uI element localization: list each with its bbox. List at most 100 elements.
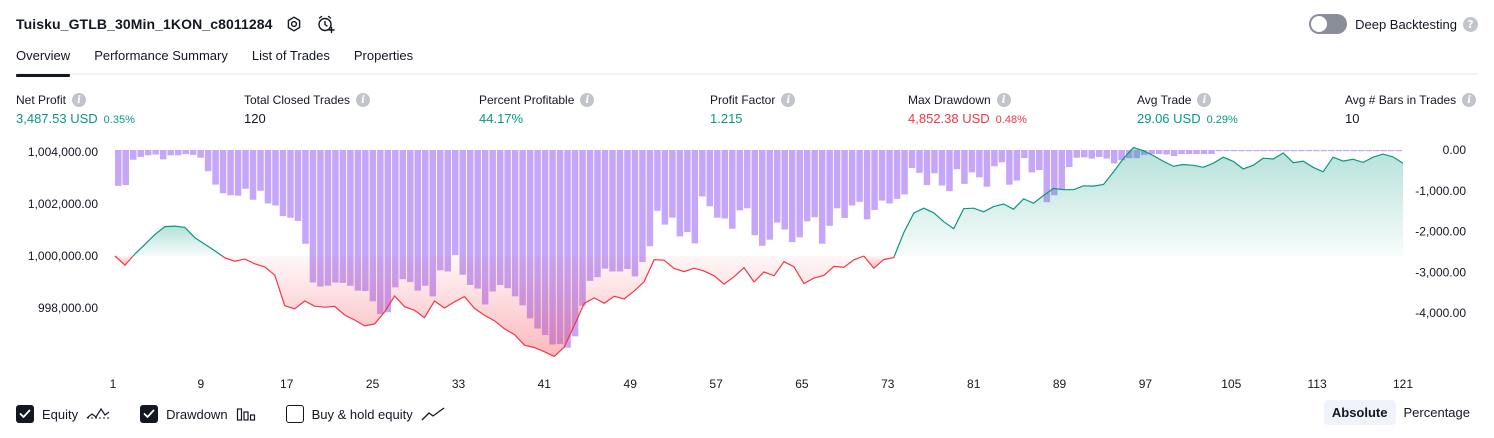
info-icon[interactable]: i bbox=[72, 93, 87, 107]
drawdown-bar bbox=[1051, 150, 1058, 196]
drawdown-bar bbox=[983, 150, 991, 187]
drawdown-bar bbox=[294, 150, 302, 221]
drawdown-bar bbox=[182, 150, 189, 155]
drawdown-bar bbox=[444, 150, 451, 272]
left-axis-tick: 998,000.00 bbox=[38, 301, 98, 315]
drawdown-bar bbox=[1013, 150, 1021, 181]
drawdown-bar bbox=[609, 150, 616, 272]
deep-backtesting-toggle[interactable] bbox=[1309, 14, 1348, 34]
drawdown-bar bbox=[1335, 150, 1343, 152]
absolute-button[interactable]: Absolute bbox=[1323, 400, 1396, 425]
drawdown-bar bbox=[1081, 150, 1088, 158]
stat-percent-profitable: Percent Profitable i 44.17% bbox=[479, 93, 595, 126]
equity-area-negative bbox=[222, 256, 864, 357]
drawdown-bar bbox=[1305, 150, 1313, 152]
add-alert-icon[interactable] bbox=[315, 13, 337, 35]
drawdown-bar bbox=[818, 150, 826, 244]
drawdown-bar bbox=[324, 150, 332, 286]
drawdown-bar bbox=[1103, 150, 1110, 159]
drawdown-bar bbox=[1155, 150, 1163, 155]
drawdown-bar bbox=[1380, 150, 1388, 152]
drawdown-bar bbox=[796, 150, 803, 238]
drawdown-bar bbox=[369, 150, 377, 302]
drawdown-bar bbox=[841, 150, 848, 219]
right-axis-tick: 0.00 bbox=[1443, 143, 1467, 157]
drawdown-bar bbox=[639, 150, 646, 263]
drawdown-bar bbox=[661, 150, 669, 225]
drawdown-bar bbox=[317, 150, 324, 287]
help-icon[interactable]: ? bbox=[1463, 16, 1478, 32]
drawdown-bar bbox=[1283, 150, 1290, 152]
drawdown-bar bbox=[137, 150, 144, 157]
drawdown-bar bbox=[706, 150, 714, 207]
settings-icon[interactable] bbox=[283, 13, 305, 35]
drawdown-bar bbox=[339, 150, 347, 283]
equity-checkbox[interactable] bbox=[16, 405, 34, 423]
drawdown-bar bbox=[729, 150, 736, 229]
drawdown-bar bbox=[459, 150, 466, 275]
drawdown-bar bbox=[961, 150, 968, 184]
info-icon[interactable]: i bbox=[580, 93, 595, 107]
drawdown-bar bbox=[908, 150, 916, 168]
drawdown-bar bbox=[519, 150, 526, 306]
drawdown-bar bbox=[1350, 150, 1358, 152]
drawdown-bar bbox=[916, 150, 923, 173]
drawdown-bar bbox=[901, 150, 908, 195]
drawdown-bar bbox=[1088, 150, 1095, 159]
percentage-button[interactable]: Percentage bbox=[1403, 405, 1471, 420]
x-axis-tick: 1 bbox=[110, 377, 117, 391]
drawdown-bar bbox=[1148, 150, 1155, 155]
drawdown-bar bbox=[1043, 150, 1051, 203]
drawdown-bar bbox=[946, 150, 953, 192]
drawdown-bar bbox=[1208, 150, 1215, 155]
drawdown-bar bbox=[115, 150, 122, 186]
drawdown-bar bbox=[242, 150, 249, 189]
drawdown-checkbox[interactable] bbox=[140, 405, 159, 423]
legend-buy-hold[interactable]: Buy & hold equity bbox=[285, 405, 445, 423]
drawdown-bar bbox=[736, 150, 744, 211]
drawdown-bar bbox=[1290, 150, 1298, 152]
info-icon[interactable]: i bbox=[356, 93, 371, 107]
drawdown-bar bbox=[1178, 150, 1185, 155]
drawdown-bar bbox=[751, 150, 758, 236]
right-axis-tick: -2,000.00 bbox=[1415, 225, 1466, 239]
equity-area-positive bbox=[133, 226, 223, 256]
tab-list-of-trades[interactable]: List of Trades bbox=[251, 48, 330, 63]
stat-label: Avg # Bars in Trades bbox=[1345, 93, 1457, 107]
legend-label: Equity bbox=[42, 406, 79, 422]
equity-drawdown-chart[interactable]: 1,004,000.00 1,002,000.00 1,000,000.00 998,… bbox=[0, 140, 1494, 396]
drawdown-bar bbox=[309, 150, 317, 283]
tab-performance-summary[interactable]: Performance Summary bbox=[94, 48, 228, 63]
x-axis-tick: 9 bbox=[198, 377, 205, 391]
info-icon[interactable]: i bbox=[1197, 93, 1212, 107]
drawdown-bar bbox=[496, 150, 504, 285]
info-icon[interactable]: i bbox=[1462, 93, 1477, 107]
info-icon[interactable]: i bbox=[781, 93, 796, 107]
x-axis-tick: 17 bbox=[280, 377, 294, 391]
drawdown-bar bbox=[332, 150, 339, 283]
tab-overview[interactable]: Overview bbox=[16, 42, 71, 77]
drawdown-bar bbox=[646, 150, 654, 247]
equity-line-negative bbox=[114, 255, 134, 266]
drawdown-bar bbox=[1230, 150, 1238, 152]
drawdown-bar bbox=[586, 150, 594, 281]
drawdown-bar bbox=[279, 150, 287, 217]
drawdown-bar bbox=[167, 150, 174, 156]
drawdown-bar bbox=[878, 150, 886, 201]
equity-series bbox=[114, 146, 1404, 358]
legend-drawdown[interactable]: Drawdown bbox=[140, 405, 255, 423]
equity-line-negative bbox=[221, 255, 865, 358]
info-icon[interactable]: i bbox=[996, 93, 1011, 107]
buy-hold-checkbox[interactable] bbox=[285, 405, 304, 423]
drawdown-bar bbox=[549, 150, 556, 345]
drawdown-bar bbox=[204, 150, 212, 172]
stat-max-drawdown: Max Drawdown i 4,852.38 USD 0.48% bbox=[908, 93, 1027, 126]
drawdown-bar bbox=[1028, 150, 1036, 173]
drawdown-bar bbox=[1253, 150, 1260, 152]
drawdown-bar bbox=[721, 150, 729, 219]
legend-equity[interactable]: Equity bbox=[16, 405, 110, 423]
drawdown-bar bbox=[212, 150, 219, 185]
drawdown-bar bbox=[1200, 150, 1208, 155]
tab-properties[interactable]: Properties bbox=[353, 48, 414, 63]
drawdown-bar bbox=[1006, 150, 1013, 185]
